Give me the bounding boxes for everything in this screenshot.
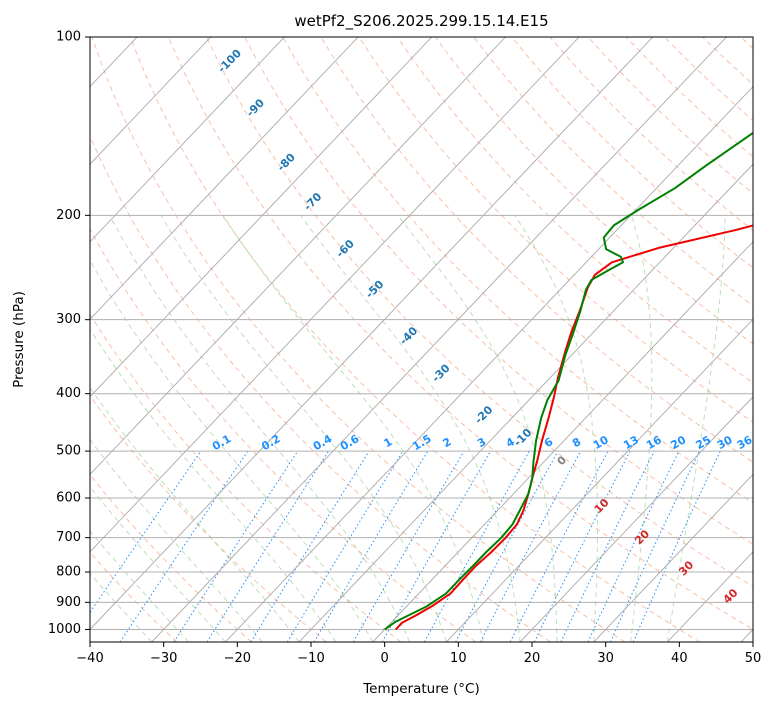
moist-adiabat-line <box>90 328 337 642</box>
isotherm-line <box>90 37 506 476</box>
mixing-ratio-line <box>286 450 404 642</box>
x-tick-label: 0 <box>381 651 389 666</box>
y-tick-label: 1000 <box>48 622 81 637</box>
x-tick-label: 50 <box>745 651 762 666</box>
background-lines <box>90 37 753 642</box>
sounding-traces <box>384 131 753 631</box>
isotherm-line <box>446 318 753 642</box>
x-tick-label: −30 <box>150 651 177 666</box>
isotherm-line <box>225 85 753 642</box>
y-axis: 1000 900 800 700 600 500 400 300 200 100 <box>48 30 90 637</box>
y-axis-label: Pressure (hPa) <box>11 291 27 388</box>
y-tick-label: 700 <box>56 530 81 545</box>
isotherm-line <box>593 473 753 642</box>
y-tick-label: 500 <box>56 444 81 459</box>
moist-adiabat-line <box>630 215 653 642</box>
mixing-ratio-line <box>533 450 631 642</box>
mixing-ratio-line <box>250 450 370 642</box>
chart-title: wetPf2_S206.2025.299.15.14.E15 <box>294 12 548 31</box>
mixing-ratio-line <box>455 450 559 642</box>
moist-adiabat-line <box>90 259 374 642</box>
x-tick-label: −20 <box>224 651 251 666</box>
moist-adiabat-line <box>666 215 726 642</box>
mixing-ratio-line <box>173 450 299 642</box>
mixing-ratio-line <box>381 450 492 642</box>
isotherm-line <box>90 37 654 631</box>
x-tick-label: −40 <box>76 651 103 666</box>
grid-lines <box>90 37 753 642</box>
plot-frame <box>89 36 754 643</box>
isotherm-line <box>90 37 285 243</box>
moist-adiabat-line <box>514 215 598 642</box>
mixing-ratio-line <box>206 450 330 642</box>
mixing-ratio-line <box>560 450 655 642</box>
mixing-ratio-line <box>424 450 530 642</box>
isotherm-line <box>519 396 753 642</box>
dry-adiabat-line <box>90 227 476 642</box>
isotherm-line <box>298 163 753 642</box>
x-axis: −40 −30 −20 −10 0 10 20 30 40 50 <box>76 642 761 666</box>
dry-adiabat-line <box>167 37 753 630</box>
x-tick-label: 10 <box>450 651 467 666</box>
dry-adiabat-line <box>282 37 753 504</box>
y-tick-label: 400 <box>56 386 81 401</box>
dewpoint-trace <box>384 131 753 631</box>
dry-adiabat-line <box>90 473 252 642</box>
moist-adiabat-line <box>90 386 300 642</box>
x-tick-label: 20 <box>524 651 541 666</box>
y-tick-label: 600 <box>56 491 81 506</box>
moist-adiabat-line <box>300 215 521 642</box>
mixing-ratio-label: 36 <box>735 433 755 452</box>
x-axis-label: Temperature (°C) <box>362 681 480 697</box>
dry-adiabat-line <box>396 37 753 384</box>
x-tick-label: 30 <box>597 651 614 666</box>
isotherm-line <box>90 37 359 320</box>
temperature-trace <box>394 224 753 631</box>
y-tick-label: 200 <box>56 208 81 223</box>
moist-adiabat-line <box>109 215 411 642</box>
y-tick-label: 800 <box>56 565 81 580</box>
dry-adiabat-line <box>90 135 551 642</box>
dry-adiabat-line <box>129 37 701 642</box>
x-tick-label: −10 <box>297 651 324 666</box>
isotherm-line <box>90 37 212 165</box>
moist-adiabat-line <box>222 215 484 642</box>
isotherm-line <box>372 241 753 642</box>
x-tick-label: 40 <box>671 651 688 666</box>
isotherm-line <box>151 37 727 642</box>
y-tick-label: 900 <box>56 595 81 610</box>
moist-adiabat-line <box>90 438 263 642</box>
dry-adiabat-line <box>91 37 626 642</box>
y-tick-label: 100 <box>56 30 81 45</box>
isotherm-line <box>90 37 433 398</box>
isotherm-line <box>90 37 580 553</box>
y-tick-label: 300 <box>56 312 81 327</box>
dry-adiabat-line <box>206 37 753 587</box>
